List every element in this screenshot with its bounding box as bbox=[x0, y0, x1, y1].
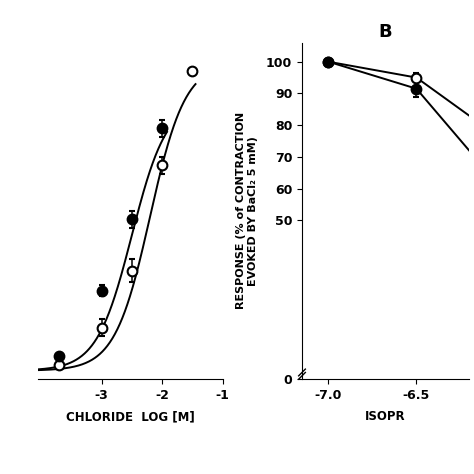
X-axis label: CHLORIDE  LOG [M]: CHLORIDE LOG [M] bbox=[66, 410, 195, 423]
Title: B: B bbox=[379, 23, 392, 41]
Y-axis label: RESPONSE (% of CONTRACTION
EVOKED BY BaCl₂ 5 mM): RESPONSE (% of CONTRACTION EVOKED BY BaC… bbox=[236, 112, 258, 310]
X-axis label: ISOPR: ISOPR bbox=[365, 410, 406, 423]
